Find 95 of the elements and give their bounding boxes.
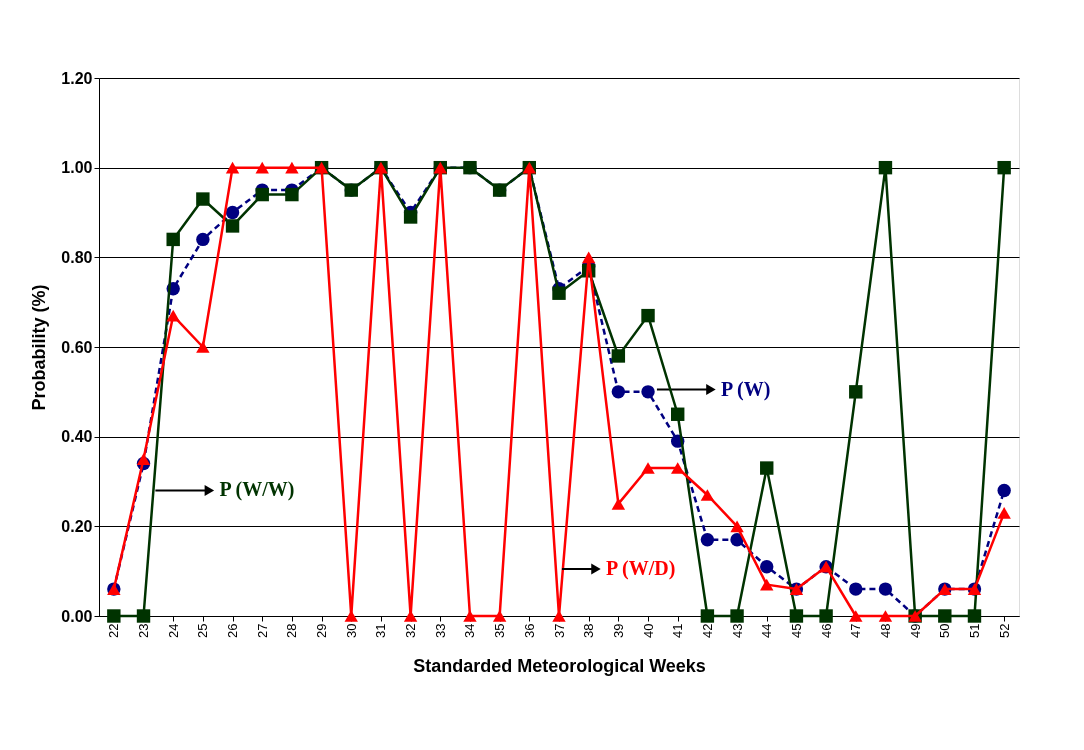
text: P (W) <box>720 377 771 401</box>
point <box>611 349 626 363</box>
point <box>700 609 715 623</box>
point <box>760 461 774 475</box>
point <box>671 407 685 421</box>
point <box>255 161 269 174</box>
x-tick-label: 46 <box>818 623 834 638</box>
x-tick-label: 42 <box>699 623 715 638</box>
point <box>849 582 863 596</box>
point <box>849 610 863 622</box>
x-tick-label: 27 <box>254 623 270 638</box>
x-tick-label: 40 <box>640 623 656 638</box>
point <box>938 609 952 623</box>
text: P (W/W) <box>219 478 295 502</box>
point <box>285 187 299 202</box>
x-tick-label: 34 <box>462 623 478 638</box>
x-tick-label: 36 <box>521 623 537 638</box>
x-tick-label: 37 <box>551 623 567 638</box>
point <box>492 610 507 622</box>
point <box>700 489 715 501</box>
point <box>255 187 269 202</box>
x-tick-label: 48 <box>877 623 893 638</box>
point <box>225 161 240 174</box>
x-tick-label: 38 <box>581 623 597 638</box>
x-tick-label: 22 <box>106 623 122 638</box>
point <box>789 609 804 623</box>
x-tick-label: 23 <box>136 623 152 638</box>
x-tick-label: 41 <box>670 623 686 638</box>
x-tick-label: 47 <box>848 623 864 638</box>
point <box>997 507 1011 519</box>
x-tick-label: 52 <box>996 623 1012 638</box>
x-tick-label: 25 <box>195 623 211 638</box>
x-tick-label: 33 <box>432 623 448 638</box>
point <box>107 609 121 623</box>
x-tick-label: 28 <box>284 623 300 638</box>
x-axis-title: Standarded Meteorological Weeks <box>413 655 706 676</box>
x-tick-label: 49 <box>907 623 923 638</box>
point <box>166 232 180 247</box>
point <box>849 385 863 399</box>
y-tick-label: 1.00 <box>61 159 93 177</box>
x-tick-label: 30 <box>343 623 359 638</box>
x-tick-label: 44 <box>759 623 775 638</box>
point <box>641 385 655 399</box>
y-tick-label: 0.80 <box>61 248 93 266</box>
x-tick-label: 35 <box>492 623 508 638</box>
point <box>225 205 240 220</box>
point <box>730 520 744 533</box>
x-tick-label: 26 <box>225 623 241 638</box>
point <box>730 609 744 623</box>
x-tick-label: 51 <box>966 623 982 638</box>
point <box>552 286 566 300</box>
point <box>344 610 358 622</box>
point <box>997 483 1011 498</box>
point <box>641 462 655 474</box>
point <box>997 160 1011 175</box>
y-axis-title: Probability (%) <box>29 284 50 411</box>
point <box>403 210 418 224</box>
y-tick-label: 0.00 <box>61 607 93 625</box>
point <box>967 609 982 623</box>
text: P (W/D) <box>605 556 676 580</box>
point <box>196 192 210 206</box>
y-tick-label: 0.40 <box>61 428 93 446</box>
point <box>196 341 210 353</box>
x-tick-label: 45 <box>788 623 804 638</box>
point <box>463 610 477 622</box>
y-tick-label: 0.60 <box>61 338 93 356</box>
point <box>403 610 418 622</box>
x-tick-label: 31 <box>373 623 389 638</box>
point <box>819 609 833 623</box>
x-tick-label: 43 <box>729 623 745 638</box>
point <box>760 578 774 591</box>
point <box>136 609 151 623</box>
point <box>611 498 626 510</box>
y-tick-label: 1.20 <box>61 69 93 87</box>
point <box>700 533 715 547</box>
x-tick-label: 29 <box>314 623 330 638</box>
point <box>581 251 596 264</box>
point <box>878 610 893 622</box>
point <box>285 161 299 174</box>
point <box>225 219 240 233</box>
x-tick-label: 32 <box>403 623 419 638</box>
point <box>878 582 893 596</box>
x-tick-label: 24 <box>165 623 181 638</box>
point <box>671 462 685 474</box>
x-tick-label: 39 <box>610 623 626 638</box>
point <box>878 160 893 175</box>
point <box>136 453 151 465</box>
point <box>552 610 566 622</box>
point <box>611 385 626 399</box>
x-tick-label: 50 <box>937 623 953 638</box>
point <box>196 232 210 247</box>
point <box>760 559 774 574</box>
y-tick-label: 0.20 <box>61 517 93 535</box>
point <box>166 309 180 322</box>
point <box>641 308 655 323</box>
